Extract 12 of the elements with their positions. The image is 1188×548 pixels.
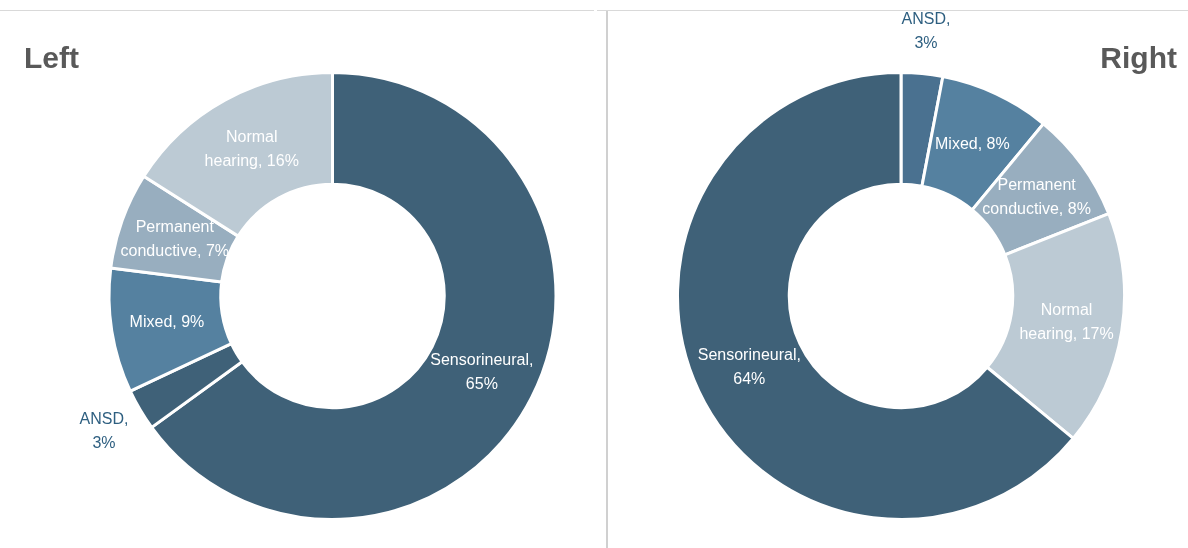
- chart-title: Left: [24, 41, 79, 75]
- slice-label: Sensorineural, 65%: [430, 350, 534, 392]
- slice-label: Permanent conductive, 7%: [120, 217, 230, 259]
- slice-label: Permanent conductive, 8%: [982, 175, 1091, 217]
- slice-label: Normal hearing, 17%: [1019, 300, 1114, 342]
- text: Right: [1100, 41, 1177, 75]
- slice-label: ANSD, 3%: [901, 10, 951, 52]
- slice-label: Mixed, 9%: [129, 312, 205, 330]
- slice-label: ANSD, 3%: [79, 409, 129, 451]
- slice-label: Sensorineural, 64%: [697, 345, 801, 387]
- slice-label: Mixed, 8%: [935, 134, 1010, 152]
- slice-label: Normal hearing, 16%: [204, 127, 299, 169]
